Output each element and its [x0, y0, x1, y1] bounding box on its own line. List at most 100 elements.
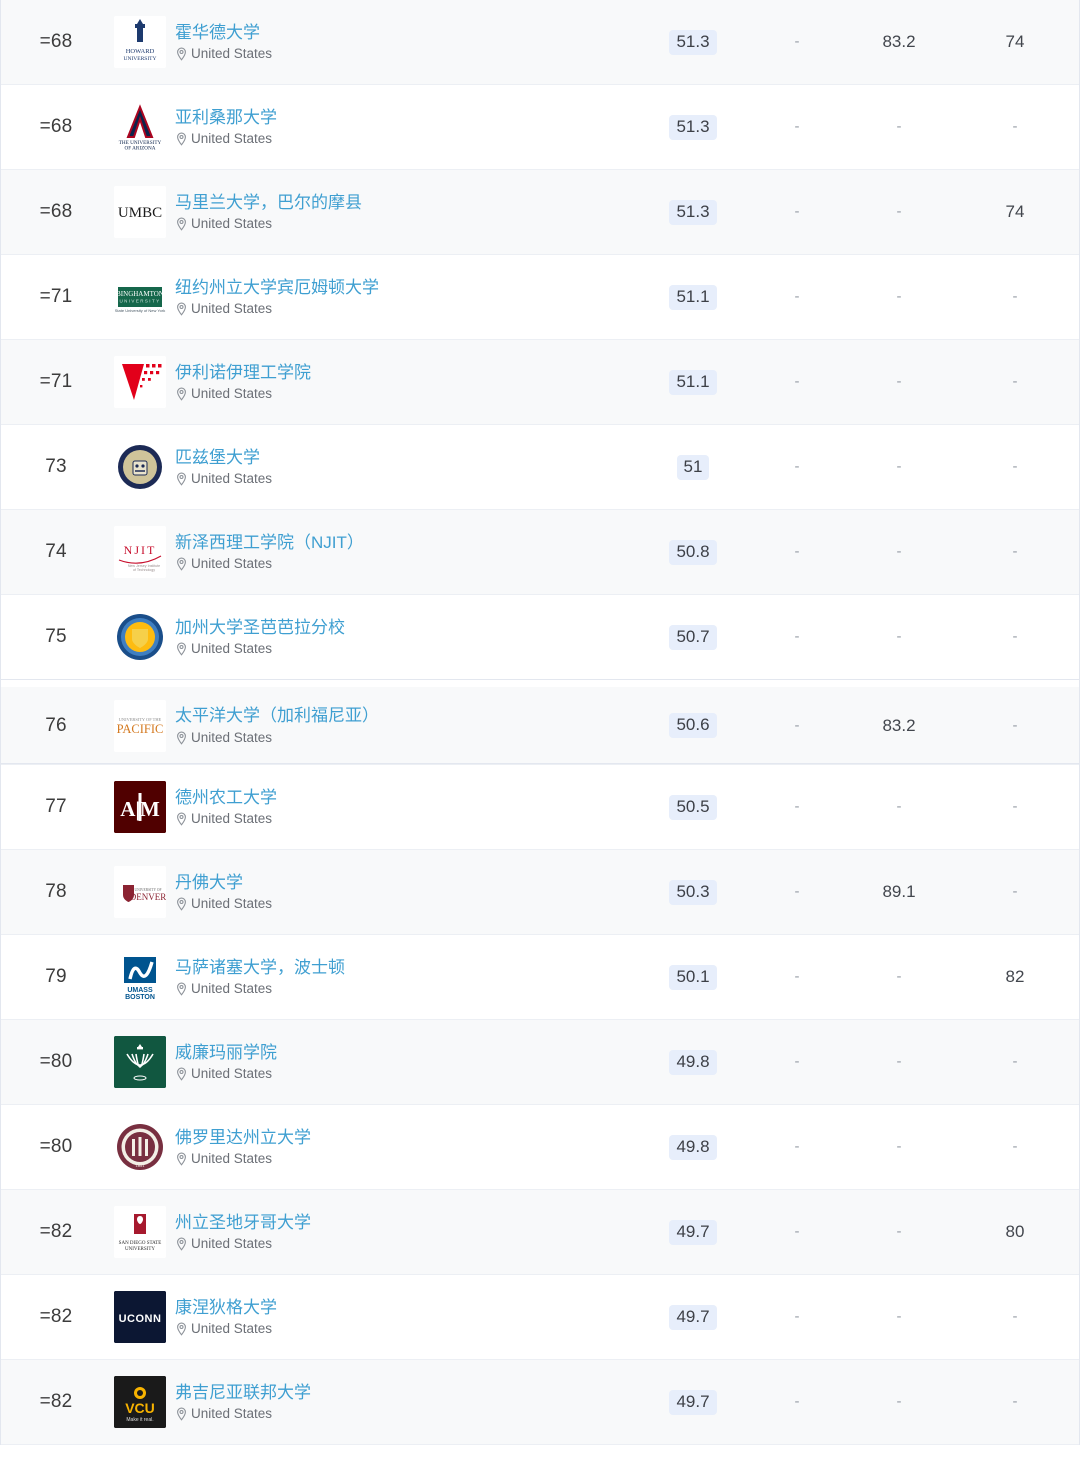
university-name-link[interactable]: 德州农工大学	[175, 787, 277, 807]
university-name-link[interactable]: 丹佛大学	[175, 872, 243, 892]
university-name-link[interactable]: 马萨诸塞大学，波士顿	[175, 957, 345, 977]
table-row[interactable]: =68 HOWARD UNIVERSITY 霍华德大学 United States 51.…	[1, 0, 1079, 85]
overall-score-cell: 51.3	[639, 29, 747, 55]
svg-text:State University of New York: State University of New York	[115, 308, 165, 313]
university-of-pittsburgh-logo	[114, 441, 166, 493]
svg-text:UCONN: UCONN	[119, 1313, 162, 1325]
rank-cell: =82	[39, 1221, 73, 1242]
table-row[interactable]: =71 伊利诺伊理工学院 United States 51.1 - - -	[1, 340, 1079, 425]
location-pin-icon	[175, 557, 188, 571]
table-row[interactable]: 73 匹兹堡大学 United States 51 - - -	[1, 425, 1079, 510]
university-name-link[interactable]: 霍华德大学	[175, 22, 260, 42]
table-row[interactable]: =82 VCU Make it real. 弗吉尼亚联邦大学 United States…	[1, 1360, 1079, 1445]
rank-cell: 78	[45, 881, 67, 902]
metric-1-cell: -	[747, 968, 847, 986]
university-location: United States	[175, 1236, 311, 1252]
university-name-link[interactable]: 伊利诺伊理工学院	[175, 362, 311, 382]
score-badge: 49.8	[669, 1134, 717, 1160]
table-row[interactable]: =80 威廉玛丽学院 United States 49.8 - - -	[1, 1020, 1079, 1105]
svg-text:OF ARIZONA: OF ARIZONA	[125, 146, 156, 152]
table-row[interactable]: 75 加州大学圣芭芭拉分校 United States 50.7 - - -	[1, 595, 1079, 680]
svg-text:BOSTON: BOSTON	[125, 994, 155, 1001]
country-label: United States	[191, 1236, 273, 1252]
metric-1-value: -	[794, 1223, 800, 1240]
overall-score-cell: 49.7	[639, 1219, 747, 1245]
university-name-link[interactable]: 佛罗里达州立大学	[175, 1127, 311, 1147]
table-row[interactable]: =82 SAN DIEGO STATE UNIVERSITY 州立圣地牙哥大学 Unit…	[1, 1190, 1079, 1275]
rank-cell: =80	[39, 1136, 73, 1157]
table-row[interactable]: =80 1851 佛罗里达州立大学 United States 49.8 - - -	[1, 1105, 1079, 1190]
metric-3-cell: -	[951, 1308, 1079, 1326]
metric-1-value: -	[794, 543, 800, 560]
university-name-link[interactable]: 州立圣地牙哥大学	[175, 1212, 311, 1232]
university-name-link[interactable]: 威廉玛丽学院	[175, 1042, 277, 1062]
location-pin-icon	[175, 1237, 188, 1251]
metric-2-cell: -	[847, 968, 951, 986]
university-name-link[interactable]: 弗吉尼亚联邦大学	[175, 1382, 311, 1402]
university-cell: 伊利诺伊理工学院 United States	[111, 356, 639, 408]
location-pin-icon	[175, 472, 188, 486]
university-cell: UMASS BOSTON 马萨诸塞大学，波士顿 United States	[111, 951, 639, 1003]
table-row[interactable]: =68 UMBC 马里兰大学，巴尔的摩县 United States 51.3 - - 74	[1, 170, 1079, 255]
metric-2-value: -	[896, 118, 902, 135]
university-name-link[interactable]: 康涅狄格大学	[175, 1297, 277, 1317]
metric-1-value: -	[794, 628, 800, 645]
university-logo: UMASS BOSTON	[114, 951, 166, 1003]
table-row[interactable]: =82 UCONN 康涅狄格大学 United States 49.7 - - -	[1, 1275, 1079, 1360]
university-logo: UMBC	[114, 186, 166, 238]
metric-2-value: 89.1	[882, 882, 916, 901]
university-location: United States	[175, 1151, 311, 1167]
university-cell: HOWARD UNIVERSITY 霍华德大学 United States	[111, 16, 639, 68]
university-name-link[interactable]: 匹兹堡大学	[175, 447, 260, 467]
table-row[interactable]: 74 NJIT New Jersey Institute of Technology 新…	[1, 510, 1079, 595]
table-row[interactable]: 76 UNIVERSITY OF THE PACIFIC 太平洋大学（加利福尼亚） Un…	[1, 679, 1079, 765]
rank-cell: =71	[39, 286, 73, 307]
overall-score-cell: 50.7	[639, 624, 747, 650]
table-row[interactable]: 78 UNIVERSITY OF DENVER 丹佛大学 United States 50…	[1, 850, 1079, 935]
metric-1-value: -	[794, 458, 800, 475]
university-logo: THE UNIVERSITY OF ARIZONA	[114, 101, 166, 153]
metric-2-value: -	[896, 1053, 902, 1070]
university-name-link[interactable]: 加州大学圣芭芭拉分校	[175, 617, 345, 637]
location-pin-icon	[175, 642, 188, 656]
table-row[interactable]: =68 THE UNIVERSITY OF ARIZONA 亚利桑那大学 United …	[1, 85, 1079, 170]
metric-3-value: -	[1012, 288, 1018, 305]
university-location: United States	[175, 131, 277, 147]
country-label: United States	[191, 301, 273, 317]
rank-cell: 79	[45, 966, 67, 987]
svg-text:UNIVERSITY: UNIVERSITY	[125, 1247, 155, 1252]
university-name-link[interactable]: 新泽西理工学院（NJIT）	[175, 532, 364, 552]
umbc-logo: UMBC	[114, 186, 166, 238]
metric-3-cell: 74	[951, 32, 1079, 52]
country-label: United States	[191, 811, 273, 827]
university-location: United States	[175, 216, 362, 232]
table-row[interactable]: 77 A|M 德州农工大学 United States 50.5 - - -	[1, 765, 1079, 850]
metric-1-cell: -	[747, 1223, 847, 1241]
uconn-logo: UCONN	[114, 1291, 166, 1343]
location-pin-icon	[177, 302, 186, 316]
overall-score-cell: 50.1	[639, 964, 747, 990]
table-row[interactable]: 79 UMASS BOSTON 马萨诸塞大学，波士顿 United States 50.1…	[1, 935, 1079, 1020]
location-pin-icon	[175, 132, 188, 146]
location-pin-icon	[175, 731, 188, 745]
metric-2-cell: 89.1	[847, 882, 951, 902]
overall-score-cell: 49.7	[639, 1389, 747, 1415]
metric-1-cell: -	[747, 1053, 847, 1071]
university-name-link[interactable]: 太平洋大学（加利福尼亚）	[175, 706, 379, 726]
university-location: United States	[175, 1066, 277, 1082]
metric-2-cell: -	[847, 203, 951, 221]
university-name-link[interactable]: 亚利桑那大学	[175, 107, 277, 127]
metric-3-value: 74	[1005, 202, 1025, 221]
metric-1-value: -	[794, 288, 800, 305]
table-row[interactable]: =71 BINGHAMTON UNIVERSITY State University …	[1, 255, 1079, 340]
university-cell: 威廉玛丽学院 United States	[111, 1036, 639, 1088]
university-name-link[interactable]: 马里兰大学，巴尔的摩县	[175, 192, 362, 212]
university-name-link[interactable]: 纽约州立大学宾厄姆顿大学	[175, 277, 379, 297]
metric-1-cell: -	[747, 628, 847, 646]
location-pin-icon	[177, 642, 186, 656]
score-badge: 50.8	[669, 539, 717, 565]
location-pin-icon	[177, 1407, 186, 1421]
metric-1-value: -	[794, 968, 800, 985]
